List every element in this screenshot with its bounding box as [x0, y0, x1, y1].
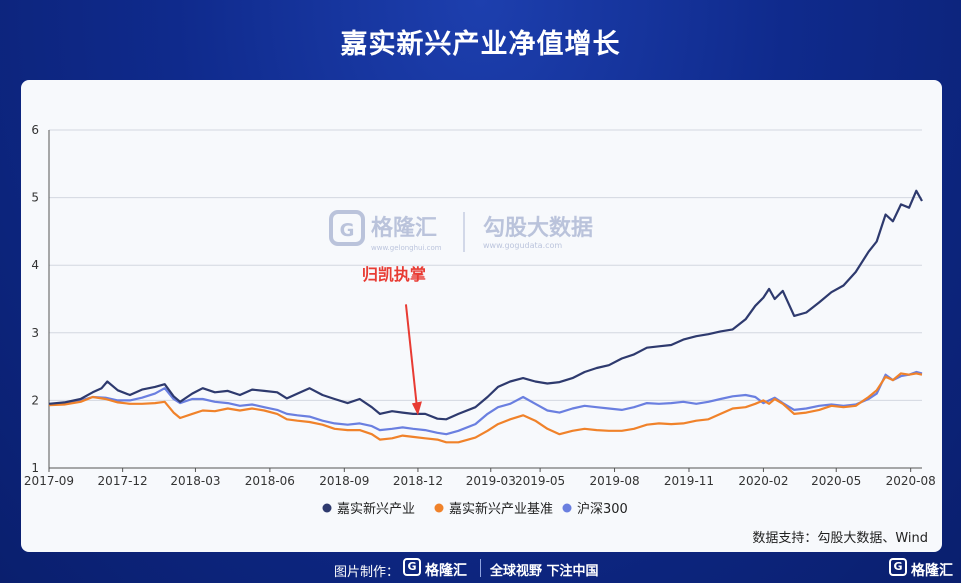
x-tick-label: 2018-12: [393, 474, 443, 488]
watermark-right-brand: 勾股大数据: [483, 215, 593, 241]
legend-label: 沪深300: [577, 501, 628, 517]
y-tick-label: 6: [31, 123, 39, 137]
gelonghui-logo-icon: G: [403, 558, 421, 576]
line-chart: G 格隆汇 www.gelonghui.com 勾股大数据 www.goguda…: [24, 123, 936, 546]
annotation-arrow-shaft: [404, 304, 418, 408]
series-line-2: [48, 370, 923, 436]
footer-brand-right: 格隆汇: [911, 563, 953, 579]
y-tick-label: 1: [31, 461, 39, 475]
y-tick-label: 4: [31, 258, 39, 272]
watermark-left-brand: 格隆汇: [371, 215, 437, 241]
gelonghui-logo-icon-right: G: [889, 558, 907, 576]
watermark: G 格隆汇 www.gelonghui.com 勾股大数据 www.goguda…: [329, 210, 593, 252]
axes: 1 2 3 4 5 6 2017-09 2017-12 2018-03 2018-06 2018-0…: [24, 123, 936, 488]
y-tick-label: 5: [31, 191, 39, 205]
annotation-label: 归凯执掌: [362, 265, 426, 284]
x-tick-label: 2019-08: [589, 474, 639, 488]
legend-label: 嘉实新兴产业基准: [449, 501, 553, 517]
x-tick-label: 2020-08: [886, 474, 936, 488]
series-line-0: [48, 189, 923, 421]
source-note: 数据支持：勾股大数据、Wind: [752, 531, 928, 546]
watermark-logo-glyph: G: [340, 220, 355, 241]
x-tick-label: 2019-03: [466, 474, 516, 488]
footer-bar: 图片制作： G 格隆汇 全球视野 下注中国 G 格隆汇: [0, 552, 961, 583]
x-tick-label: 2017-09: [24, 474, 74, 488]
made-by-label: 图片制作：: [334, 565, 400, 580]
footer-divider: [480, 559, 481, 577]
x-tick-label: 2019-11: [664, 474, 714, 488]
watermark-logo-icon: [329, 210, 365, 246]
legend: 嘉实新兴产业 嘉实新兴产业基准 沪深300: [322, 501, 628, 517]
footer-brand: 格隆汇: [425, 563, 467, 579]
annotation: 归凯执掌: [362, 265, 426, 416]
legend-marker: [434, 503, 444, 513]
legend-label: 嘉实新兴产业: [337, 501, 415, 517]
page-title: 嘉实新兴产业净值增长: [340, 29, 621, 60]
series-lines: [48, 189, 923, 444]
watermark-right-url: www.gogudata.com: [483, 241, 562, 250]
x-tick-label: 2018-09: [319, 474, 369, 488]
chart-panel: G 格隆汇 www.gelonghui.com 勾股大数据 www.goguda…: [21, 80, 942, 552]
x-tick-label: 2018-06: [245, 474, 295, 488]
y-tick-label: 2: [31, 393, 39, 407]
x-tick-label: 2017-12: [98, 474, 148, 488]
legend-marker: [322, 503, 332, 513]
series-line-1: [48, 372, 923, 444]
y-tick-label: 3: [31, 326, 39, 340]
watermark-left-url: www.gelonghui.com: [371, 244, 442, 252]
annotation-arrowhead: [411, 401, 422, 416]
x-tick-label: 2018-03: [170, 474, 220, 488]
x-tick-label: 2020-05: [811, 474, 861, 488]
footer-slogan: 全球视野 下注中国: [490, 564, 599, 579]
legend-marker: [562, 503, 572, 513]
x-tick-label: 2020-02: [738, 474, 788, 488]
x-tick-label: 2019-05: [515, 474, 565, 488]
